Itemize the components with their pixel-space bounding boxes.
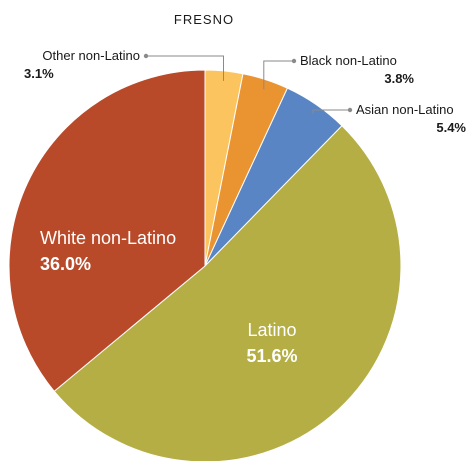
chart-title: FRESNO	[174, 12, 234, 27]
leader-dot-other-non-latino	[143, 53, 149, 59]
leader-dot-asian-non-latino	[347, 107, 353, 113]
pie-labels: Other non-Latino 3.1% Black non-Latino 3.8%…	[24, 48, 466, 366]
leader-dot-black-non-latino	[291, 58, 297, 64]
value-label-latino: 51.6%	[246, 346, 297, 366]
leader-line-other-non-latino	[146, 55, 224, 81]
label-black-non-latino: Black non-Latino	[300, 53, 397, 68]
label-asian-non-latino: Asian non-Latino	[356, 102, 454, 117]
value-label-asian-non-latino: 5.4%	[436, 120, 466, 135]
label-latino: Latino	[247, 320, 296, 340]
value-label-other-non-latino: 3.1%	[24, 66, 54, 81]
label-other-non-latino: Other non-Latino	[42, 48, 140, 63]
leader-line-asian-non-latino	[312, 109, 350, 114]
leader-line-black-non-latino	[263, 60, 294, 90]
label-white-non-latino: White non-Latino	[40, 228, 176, 248]
value-label-white-non-latino: 36.0%	[40, 254, 91, 274]
pie-slices	[8, 69, 402, 461]
slice-white-non-latino	[8, 69, 206, 392]
value-label-black-non-latino: 3.8%	[384, 71, 414, 86]
slice-latino	[53, 125, 402, 461]
